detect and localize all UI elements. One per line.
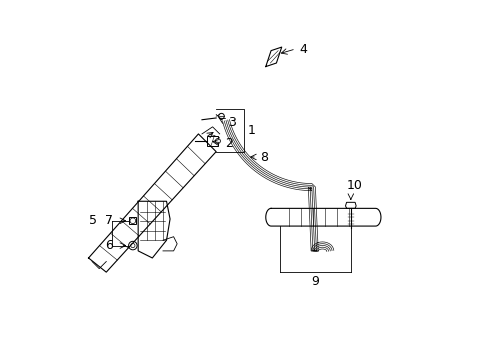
Circle shape bbox=[218, 113, 224, 119]
Text: 6: 6 bbox=[105, 239, 113, 252]
Circle shape bbox=[215, 139, 220, 144]
Text: 9: 9 bbox=[311, 275, 319, 288]
Text: 10: 10 bbox=[346, 179, 362, 192]
Text: 4: 4 bbox=[299, 43, 306, 56]
Text: 3: 3 bbox=[228, 116, 236, 129]
Text: 5: 5 bbox=[89, 214, 97, 227]
Text: 8: 8 bbox=[260, 151, 268, 164]
Text: 2: 2 bbox=[224, 137, 232, 150]
Text: 1: 1 bbox=[247, 124, 255, 137]
Text: 7: 7 bbox=[105, 214, 113, 227]
